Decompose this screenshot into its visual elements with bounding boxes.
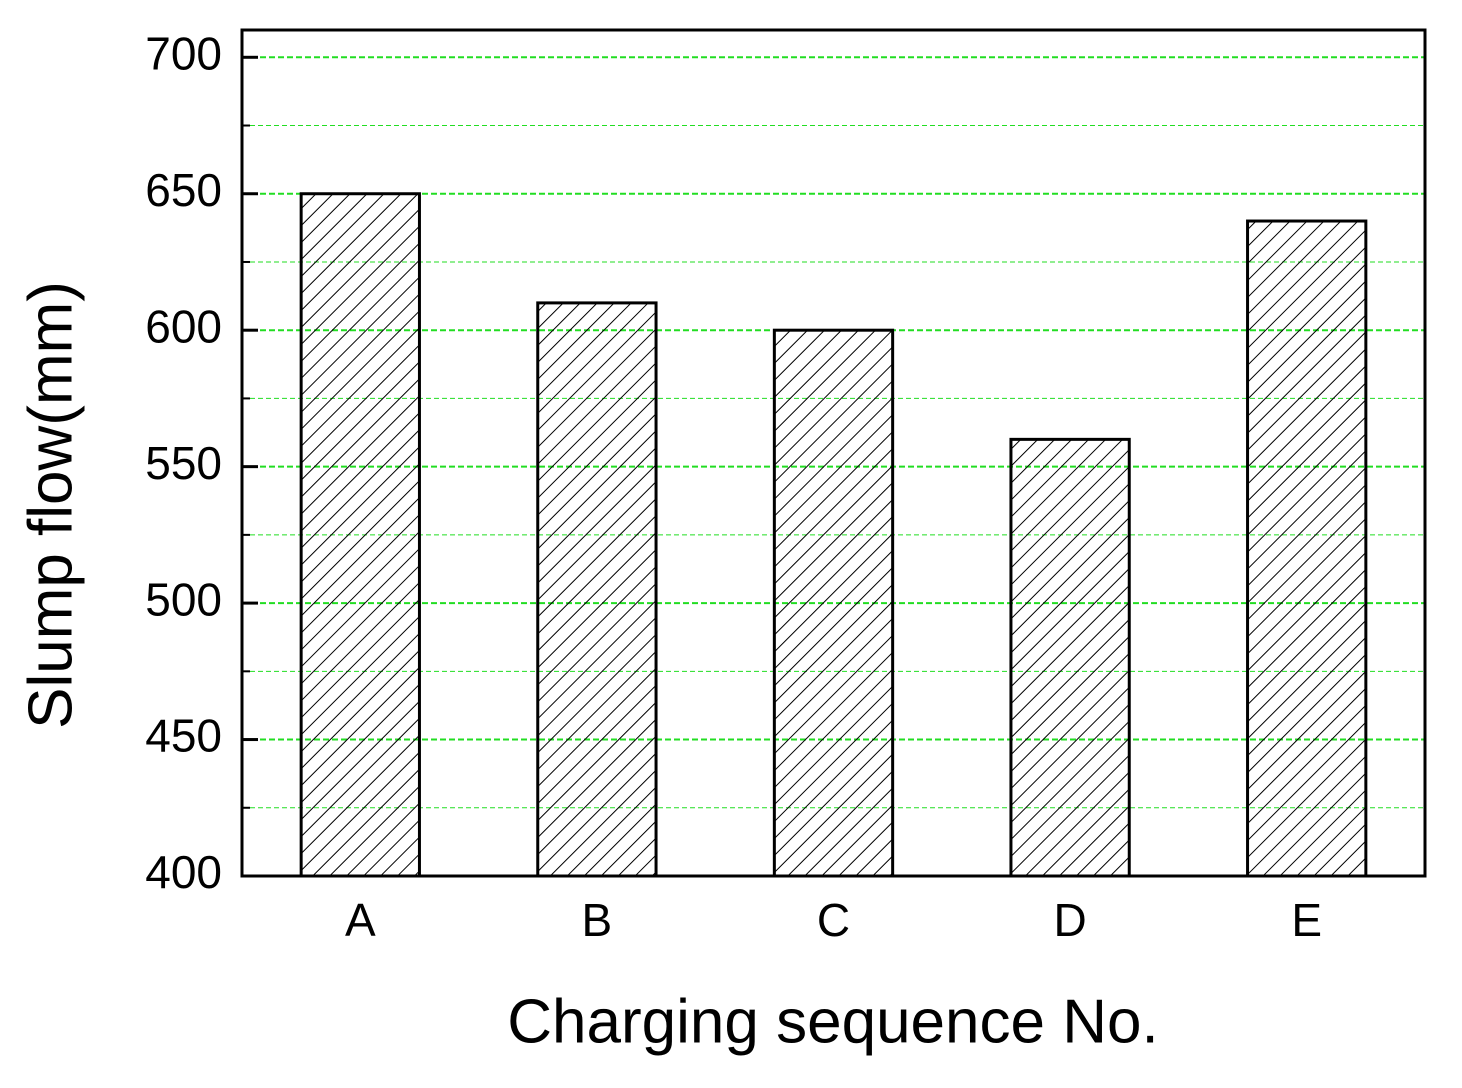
- x-tick-label: C: [817, 894, 850, 946]
- x-tick-label: E: [1291, 894, 1322, 946]
- bar: [772, 328, 895, 878]
- y-tick-label: 500: [145, 573, 222, 625]
- bar: [299, 192, 421, 878]
- x-tick-label: A: [345, 894, 376, 946]
- x-axis-title: Charging sequence No.: [507, 987, 1158, 1056]
- x-tick-label: B: [582, 894, 613, 946]
- bar: [1009, 437, 1131, 878]
- plot-frame: [240, 28, 1427, 878]
- y-tick-label: 450: [145, 710, 222, 762]
- x-tick-label: D: [1053, 894, 1086, 946]
- y-tick-label: 700: [145, 27, 222, 79]
- y-tick-label: 600: [145, 300, 222, 352]
- bar: [1246, 219, 1368, 878]
- y-tick-label: 650: [145, 164, 222, 216]
- y-tick-label: 550: [145, 437, 222, 489]
- y-tick-label: 400: [145, 846, 222, 898]
- y-axis-title: Slump flow(mm): [16, 281, 85, 729]
- bar: [536, 301, 658, 878]
